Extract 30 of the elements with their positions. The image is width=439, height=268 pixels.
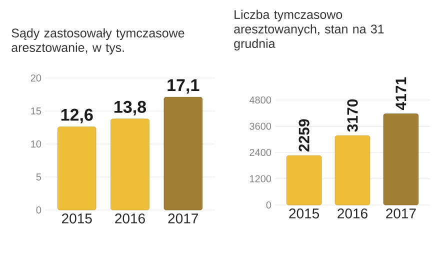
data-label: 17,1 [168, 79, 200, 94]
x-tick-label: 2017 [168, 214, 198, 224]
data-label: 2259 [298, 119, 310, 152]
x-tick-label: 2016 [338, 208, 368, 218]
data-label: 13,8 [114, 100, 146, 116]
data-label: 12,6 [61, 108, 93, 124]
bar [110, 118, 150, 210]
y-tick-label: 0 [36, 206, 42, 214]
y-tick-label: 2400 [250, 148, 272, 156]
bar [383, 114, 419, 206]
data-label: 3170 [347, 99, 358, 132]
y-tick-label: 1200 [250, 175, 272, 182]
chart-title: Liczba tymczasowo aresztowanych, stan na 31 grudnia [234, 10, 384, 50]
bar [164, 96, 202, 210]
y-tick-label: 0 [266, 201, 272, 209]
bar [334, 135, 370, 206]
y-tick-label: 10 [31, 140, 42, 148]
bar [286, 155, 322, 206]
y-tick-label: 3600 [250, 122, 272, 130]
bar [58, 126, 96, 210]
y-tick-label: 15 [31, 108, 42, 114]
x-tick-label: 2015 [62, 214, 92, 224]
chart-title: Sądy zastosowały tymczasowe aresztowanie, w tys. [12, 28, 184, 54]
y-tick-label: 20 [30, 74, 42, 82]
data-label: 4171 [396, 77, 406, 110]
y-tick-label: 5 [36, 174, 42, 180]
x-tick-label: 2017 [386, 208, 416, 218]
x-tick-label: 2016 [115, 214, 145, 224]
x-tick-label: 2015 [289, 208, 320, 218]
y-tick-label: 4800 [249, 96, 272, 104]
